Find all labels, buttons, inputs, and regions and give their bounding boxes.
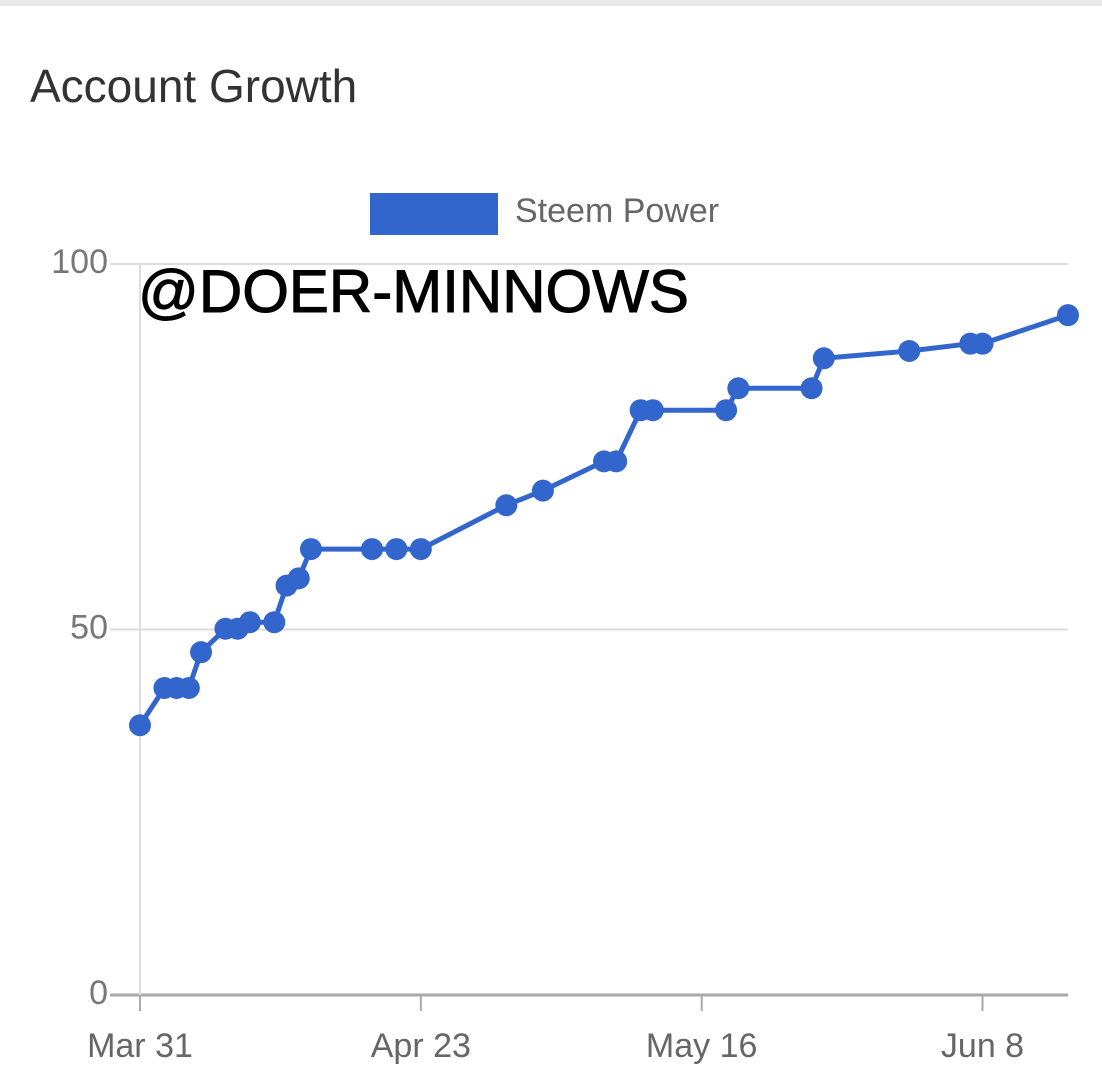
data-point xyxy=(727,377,750,400)
y-tick-label: 0 xyxy=(89,974,108,1012)
data-line xyxy=(137,312,1069,727)
data-point xyxy=(177,676,200,699)
chart-title: Account Growth xyxy=(30,60,357,112)
data-point xyxy=(531,479,554,502)
x-tick-label: Mar 31 xyxy=(87,1027,193,1065)
x-tick-label: May 16 xyxy=(646,1027,758,1065)
x-tick-label: Apr 23 xyxy=(371,1027,471,1065)
data-point xyxy=(800,377,823,400)
y-tick-label: 100 xyxy=(51,243,108,281)
data-point xyxy=(409,538,432,561)
data-point xyxy=(971,332,994,355)
data-point xyxy=(495,494,518,517)
data-point xyxy=(715,399,738,422)
x-tick-label: Jun 8 xyxy=(941,1027,1024,1065)
legend-swatch xyxy=(370,193,498,235)
top-bar xyxy=(0,0,1102,6)
data-point xyxy=(812,347,835,370)
data-point xyxy=(299,538,322,561)
data-point xyxy=(385,538,408,561)
data-point xyxy=(263,611,286,634)
data-point xyxy=(641,399,664,422)
data-point xyxy=(190,641,213,664)
data-point xyxy=(129,714,151,737)
data-point xyxy=(605,450,628,473)
data-point xyxy=(1057,304,1079,327)
annotation: @DOER-MINNOWS xyxy=(138,258,689,325)
legend-label: Steem Power xyxy=(515,192,719,230)
data-point xyxy=(287,567,310,590)
y-tick-label: 50 xyxy=(70,608,108,646)
data-point xyxy=(361,538,383,561)
data-point xyxy=(238,611,261,634)
data-point xyxy=(898,339,921,362)
